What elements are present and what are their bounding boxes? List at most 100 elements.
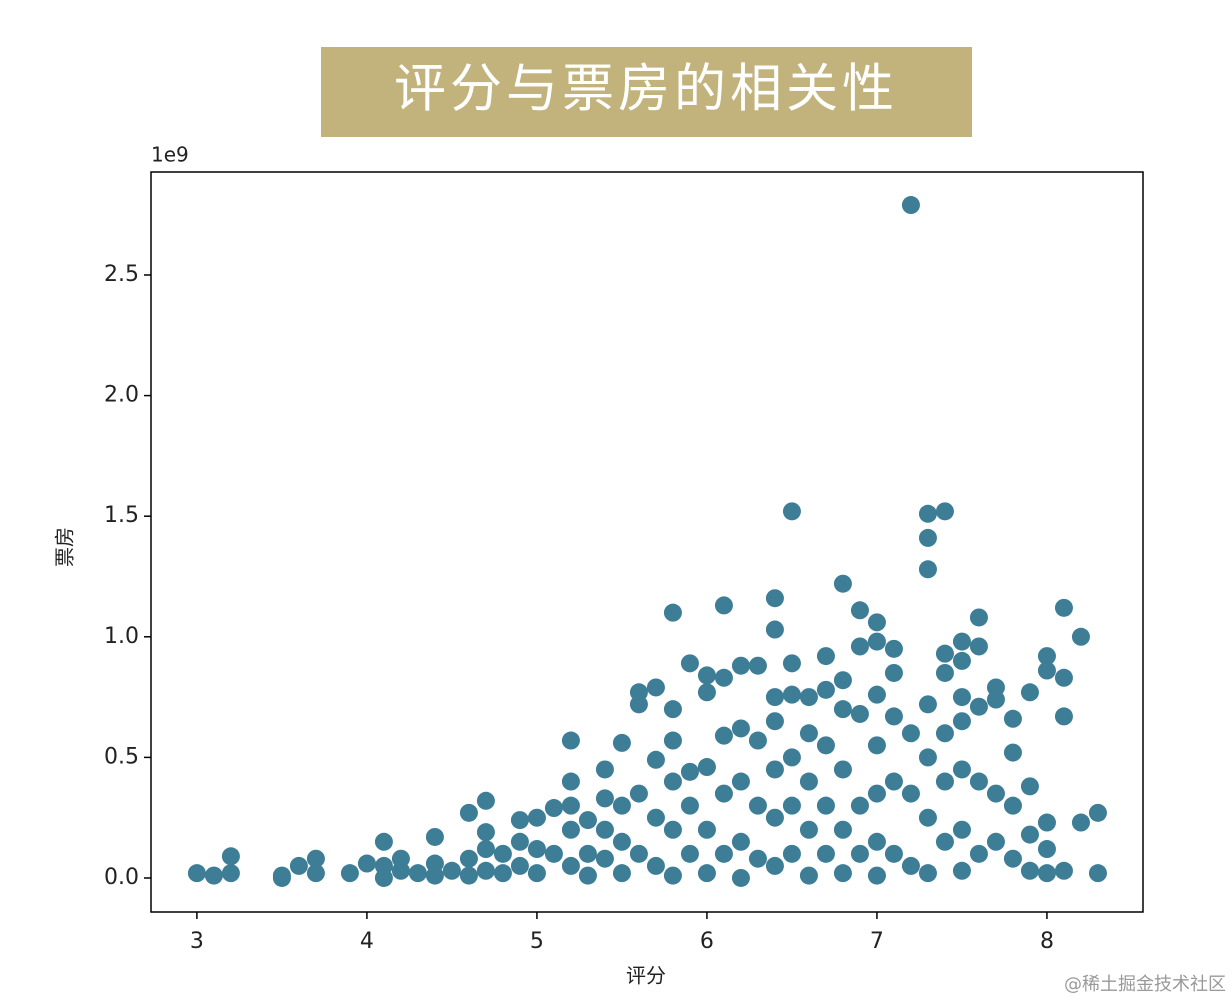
point: [867, 613, 886, 632]
point: [748, 849, 767, 868]
point: [187, 864, 206, 883]
point: [595, 789, 614, 808]
point: [901, 196, 920, 215]
point: [986, 690, 1005, 709]
point: [1037, 840, 1056, 859]
point: [595, 760, 614, 779]
point: [510, 811, 529, 830]
point: [833, 574, 852, 593]
point: [833, 700, 852, 719]
point: [493, 864, 512, 883]
point: [952, 760, 971, 779]
point: [850, 796, 869, 815]
point: [952, 632, 971, 651]
y-tick-label: 2.0: [104, 383, 139, 408]
point: [765, 760, 784, 779]
point: [374, 856, 393, 875]
point: [969, 608, 988, 627]
point: [629, 695, 648, 714]
point: [952, 861, 971, 880]
point: [833, 820, 852, 839]
point: [1037, 864, 1056, 883]
point: [901, 784, 920, 803]
point: [918, 695, 937, 714]
point: [884, 663, 903, 682]
point: [765, 808, 784, 827]
point: [646, 856, 665, 875]
point: [697, 820, 716, 839]
point: [918, 864, 937, 883]
point: [816, 844, 835, 863]
x-tick-label: 3: [190, 929, 204, 954]
point: [782, 748, 801, 767]
point: [714, 596, 733, 615]
point: [561, 731, 580, 750]
point: [765, 712, 784, 731]
point: [544, 844, 563, 863]
point: [646, 678, 665, 697]
point: [629, 844, 648, 863]
point: [799, 866, 818, 885]
point: [510, 856, 529, 875]
point: [663, 700, 682, 719]
point: [646, 750, 665, 769]
point: [850, 844, 869, 863]
point: [867, 685, 886, 704]
point: [272, 866, 291, 885]
point: [714, 844, 733, 863]
point: [782, 796, 801, 815]
point: [1020, 777, 1039, 796]
point: [1088, 864, 1107, 883]
point: [833, 760, 852, 779]
point: [459, 849, 478, 868]
point: [646, 808, 665, 827]
point: [935, 644, 954, 663]
point: [782, 654, 801, 673]
point: [918, 748, 937, 767]
point: [680, 654, 699, 673]
point: [476, 840, 495, 859]
point: [221, 864, 240, 883]
point: [204, 866, 223, 885]
point: [986, 832, 1005, 851]
point: [1003, 709, 1022, 728]
point: [306, 864, 325, 883]
point: [799, 724, 818, 743]
point: [901, 856, 920, 875]
point: [986, 784, 1005, 803]
point: [867, 632, 886, 651]
point: [952, 712, 971, 731]
point: [782, 844, 801, 863]
point: [561, 796, 580, 815]
point: [442, 861, 461, 880]
point: [850, 704, 869, 723]
y-tick-label: 2.5: [104, 262, 139, 287]
x-tick-label: 8: [1040, 929, 1054, 954]
point: [1020, 861, 1039, 880]
plot-frame: [150, 171, 1144, 913]
point: [731, 772, 750, 791]
point: [663, 866, 682, 885]
point: [306, 849, 325, 868]
point: [799, 772, 818, 791]
y-tick-label: 1.5: [104, 503, 139, 528]
point: [1020, 683, 1039, 702]
point: [680, 796, 699, 815]
point: [884, 639, 903, 658]
y-tick-label: 1.0: [104, 624, 139, 649]
point: [731, 868, 750, 887]
point: [816, 647, 835, 666]
point: [527, 840, 546, 859]
point: [918, 528, 937, 547]
point: [935, 772, 954, 791]
point: [799, 820, 818, 839]
point: [918, 808, 937, 827]
point: [833, 864, 852, 883]
point: [459, 866, 478, 885]
point: [901, 724, 920, 743]
point: [1037, 813, 1056, 832]
y-tick-label: 0.5: [104, 744, 139, 769]
point: [408, 864, 427, 883]
point: [765, 856, 784, 875]
point: [391, 861, 410, 880]
